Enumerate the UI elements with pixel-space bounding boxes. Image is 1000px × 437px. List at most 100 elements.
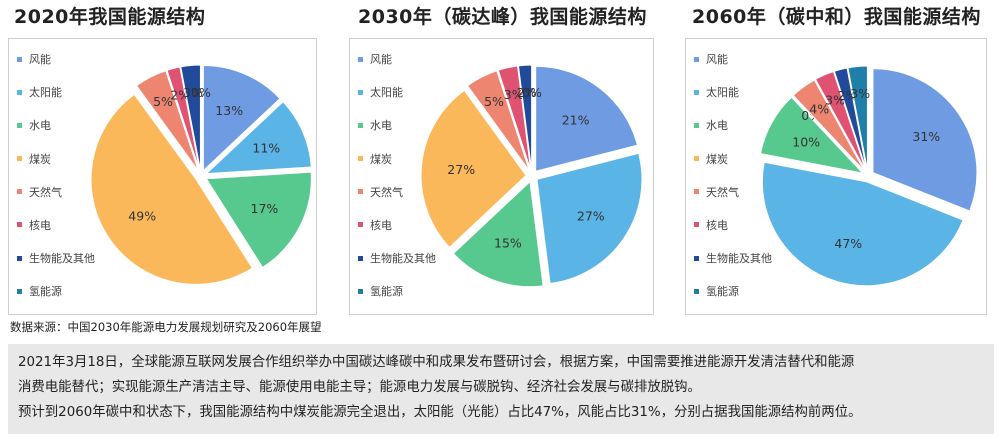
legend-item-2020-3: 煤炭	[17, 147, 137, 171]
slice-label-2030-5: 3%	[504, 87, 524, 102]
legend-item-2030-4: 天然气	[358, 180, 478, 204]
pie-panel-2030: 风能 太阳能 水电 煤炭 天然气 核电 生物能及其他 氢能源 21% 27% 15% 27% 5% 3%…	[349, 38, 654, 315]
legend-swatch	[17, 56, 22, 62]
legend-swatch	[358, 288, 363, 294]
legend-label: 生物能及其他	[370, 252, 436, 266]
legend-2020: 风能 太阳能 水电 煤炭 天然气 核电 生物能及其他 氢能源	[17, 47, 137, 313]
legend-item-2030-1: 太阳能	[358, 80, 478, 104]
legend-item-2020-7: 氢能源	[17, 279, 137, 303]
legend-item-2060-2: 水电	[694, 113, 814, 137]
summary-note: 2021年3月18日，全球能源互联网发展合作组织举办中国碳达峰碳中和成果发布暨研…	[8, 344, 994, 434]
slice-label-2030-3: 27%	[447, 162, 475, 177]
note-line-3: 预计到2060年碳中和状态下，我国能源结构中煤炭能源完全退出，太阳能（光能）占比…	[18, 405, 862, 420]
legend-swatch	[17, 122, 22, 128]
data-source: 数据来源：中国2030年能源电力发展规划研究及2060年展望	[10, 320, 322, 334]
legend-label: 太阳能	[370, 86, 403, 100]
legend-swatch	[694, 255, 699, 261]
pie-chart-2030: 21% 27% 15% 27% 5% 3%2%0%	[420, 64, 643, 288]
slice-label-2020-6: 3%	[183, 85, 203, 100]
pie-slice-2020-4	[135, 70, 199, 171]
legend-label: 风能	[706, 53, 728, 66]
legend-swatch	[694, 222, 699, 228]
slice-label-2060-4: 4%	[809, 101, 829, 116]
legend-swatch	[17, 156, 22, 162]
legend-swatch	[17, 288, 22, 294]
legend-swatch	[358, 89, 363, 95]
note-line-1: 2021年3月18日，全球能源互联网发展合作组织举办中国碳达峰碳中和成果发布暨研…	[18, 355, 855, 370]
pie-slice-2060-4	[792, 79, 865, 172]
legend-swatch	[17, 255, 22, 261]
pie-slice-2030-5	[497, 65, 532, 171]
pie-slice-2060-6	[833, 67, 867, 171]
legend-label: 生物能及其他	[706, 252, 772, 266]
legend-item-2020-6: 生物能及其他	[17, 246, 137, 270]
legend-label: 水电	[370, 119, 392, 133]
legend-item-2020-1: 太阳能	[17, 80, 137, 104]
legend-item-2060-4: 天然气	[694, 180, 814, 204]
legend-item-2030-0: 风能	[358, 47, 478, 71]
pie-panel-2020: 风能 太阳能 水电 煤炭 天然气 核电 生物能及其他 氢能源 13% 11% 17% 49% 5% 2%…	[8, 38, 317, 315]
legend-swatch	[694, 122, 699, 128]
slice-label-2030-1: 27%	[577, 209, 605, 224]
legend-item-2030-7: 氢能源	[358, 279, 478, 303]
slice-label-2030-6: 2%	[517, 85, 537, 100]
legend-item-2060-6: 生物能及其他	[694, 246, 814, 270]
legend-swatch	[694, 189, 699, 195]
legend-item-2060-1: 太阳能	[694, 80, 814, 104]
legend-swatch	[694, 156, 699, 162]
pie-slice-2020-6	[180, 64, 201, 171]
legend-item-2030-2: 水电	[358, 113, 478, 137]
legend-label: 核电	[29, 218, 51, 232]
legend-item-2060-5: 核电	[694, 213, 814, 237]
note-line-2: 消费电能替代；实现能源生产清洁主导、能源使用电能主导；能源电力发展与碳脱钩、经济…	[18, 380, 701, 395]
pie-slice-2060-0	[872, 68, 978, 212]
slice-label-2020-1: 11%	[252, 140, 280, 155]
legend-label: 太阳能	[29, 86, 62, 100]
legend-label: 生物能及其他	[29, 252, 95, 266]
legend-swatch	[17, 222, 22, 228]
pie-chart-2020: 13%11%17%49%5%2%3%0%	[90, 64, 312, 285]
legend-item-2030-3: 煤炭	[358, 147, 478, 171]
legend-item-2020-4: 天然气	[17, 180, 137, 204]
legend-label: 煤炭	[29, 152, 51, 166]
pie-slice-2020-1	[205, 101, 312, 175]
pie-slice-2060-1	[761, 161, 964, 287]
legend-label: 水电	[706, 119, 728, 133]
slice-label-2030-7: 0%	[522, 85, 542, 100]
legend-label: 天然气	[29, 185, 62, 199]
legend-label: 氢能源	[29, 285, 62, 299]
legend-label: 煤炭	[706, 152, 728, 166]
legend-label: 天然气	[370, 185, 403, 199]
legend-label: 风能	[29, 53, 51, 66]
slice-label-2020-7: 0%	[191, 85, 211, 100]
legend-label: 煤炭	[370, 152, 392, 166]
legend-item-2020-5: 核电	[17, 213, 137, 237]
legend-item-2060-3: 煤炭	[694, 147, 814, 171]
legend-swatch	[358, 156, 363, 162]
legend-item-2060-0: 风能	[694, 47, 814, 71]
legend-item-2060-7: 氢能源	[694, 279, 814, 303]
pie-slice-2060-2	[759, 96, 865, 174]
pie-chart-2060: 31%47%10%0%4%3%2%3%	[759, 65, 978, 287]
slice-label-2060-1: 47%	[834, 236, 862, 251]
chart-title-2060: 2060年（碳中和）我国能源结构	[692, 6, 981, 28]
slice-label-2030-4: 5%	[484, 94, 504, 109]
legend-item-2020-0: 风能	[17, 47, 137, 71]
legend-label: 风能	[370, 53, 392, 66]
legend-swatch	[358, 222, 363, 228]
slice-label-2060-5: 3%	[825, 92, 845, 107]
slice-label-2030-0: 21%	[562, 112, 590, 127]
pie-slice-2030-0	[535, 65, 638, 172]
pie-slice-2030-6	[517, 64, 533, 171]
legend-swatch	[17, 189, 22, 195]
slice-label-2060-7: 3%	[850, 86, 870, 101]
legend-swatch	[358, 122, 363, 128]
pie-panel-2060: 风能 太阳能 水电 煤炭 天然气 核电 生物能及其他 氢能源 31% 47% 10% 0% 4% 3% 2…	[685, 38, 987, 315]
chart-title-2030: 2030年（碳达峰）我国能源结构	[358, 6, 647, 28]
legend-swatch	[358, 255, 363, 261]
pie-slice-2030-1	[536, 152, 643, 285]
pie-slice-2020-5	[166, 66, 200, 171]
legend-label: 太阳能	[706, 86, 739, 100]
slice-label-2020-4: 5%	[153, 94, 173, 109]
slice-label-2060-2: 10%	[792, 135, 820, 150]
